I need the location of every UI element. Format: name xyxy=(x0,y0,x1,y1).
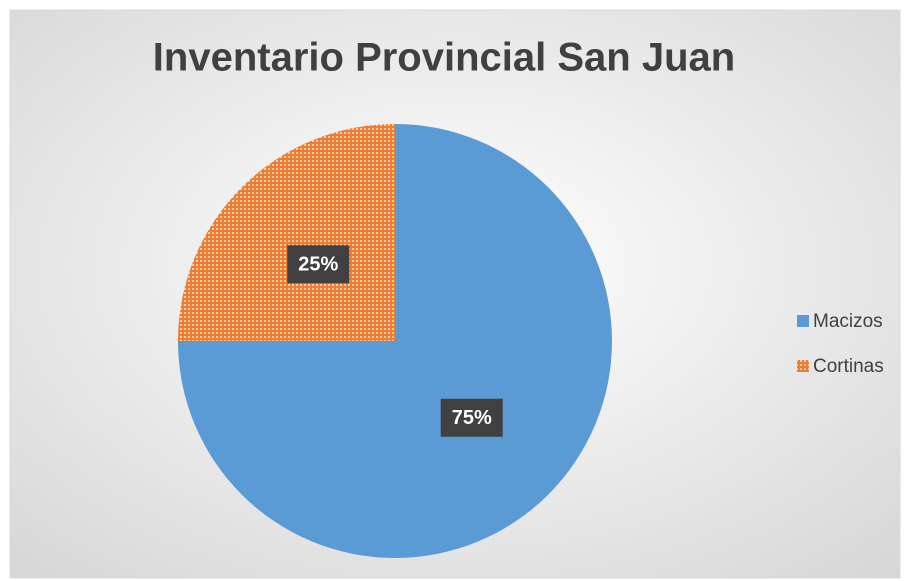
data-label: 25% xyxy=(298,254,338,276)
legend-swatch xyxy=(797,360,809,372)
data-label-box xyxy=(440,398,503,437)
legend-label: Macizos xyxy=(813,311,883,332)
data-label-box xyxy=(287,245,350,284)
legend-swatch xyxy=(797,315,809,327)
data-label: 75% xyxy=(452,407,492,429)
pie-slice xyxy=(178,124,395,341)
legend-label: Cortinas xyxy=(813,356,884,377)
chart-title: Inventario Provincial San Juan xyxy=(153,36,735,80)
